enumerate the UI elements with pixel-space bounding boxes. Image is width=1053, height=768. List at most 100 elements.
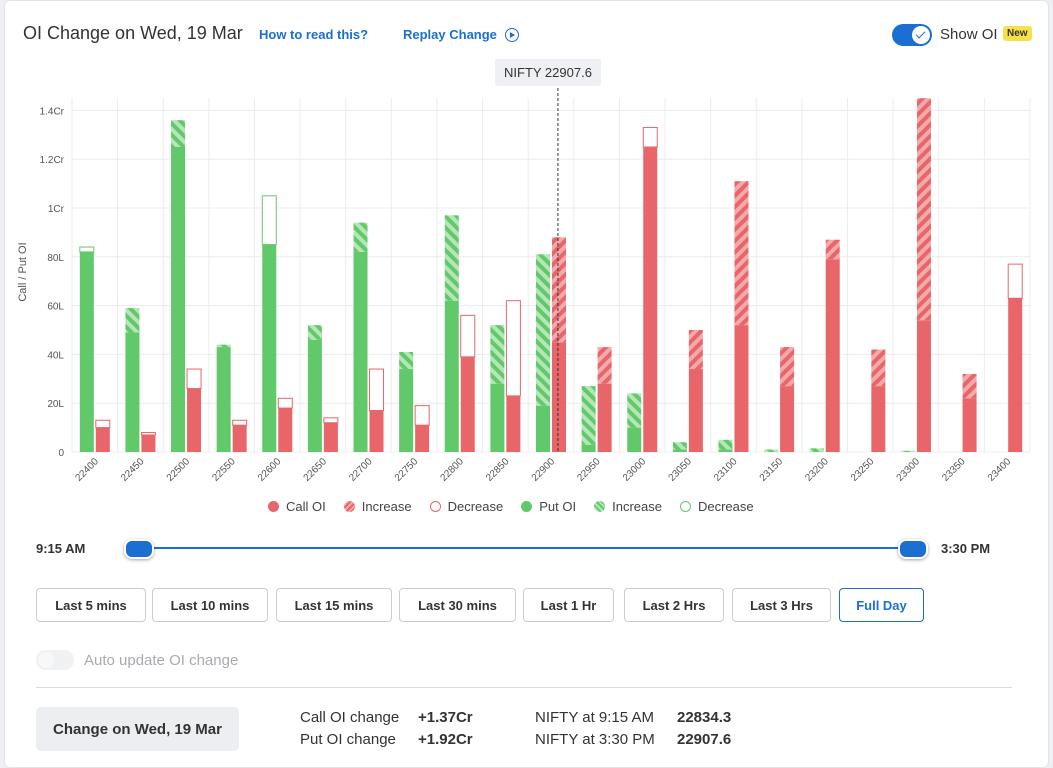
legend-swatch-icon — [268, 501, 279, 512]
legend-item-call-outline[interactable]: Decrease — [429, 499, 503, 514]
call-oi-decrease-bar — [95, 419, 111, 429]
legend-item-put-hatch[interactable]: Increase — [594, 499, 662, 514]
legend-label: Increase — [361, 499, 412, 514]
call-oi-decrease-bar — [277, 397, 293, 409]
show-oi-toggle[interactable] — [892, 24, 932, 46]
time-slider-track[interactable] — [136, 547, 912, 549]
range-button[interactable]: Last 10 mins — [152, 588, 268, 622]
put-oi-bar — [353, 251, 368, 452]
chart-grid — [71, 98, 1031, 453]
x-tick-label: 22700 — [347, 456, 375, 484]
put-oi-change-label: Put OI change — [300, 731, 396, 748]
put-oi-bar — [171, 147, 186, 452]
x-tick-label: 23250 — [849, 456, 877, 484]
chart-legend: Call OI Increase Decrease Put OI Increase Dec… — [268, 499, 772, 514]
divider — [36, 687, 1012, 688]
range-button[interactable]: Last 15 mins — [276, 588, 392, 622]
replay-change-label: Replay Change — [403, 27, 497, 42]
legend-swatch-icon — [594, 501, 606, 512]
put-oi-bar — [718, 449, 733, 452]
put-oi-decrease-bar — [79, 246, 95, 253]
legend-item-call-solid[interactable]: Call OI — [268, 499, 326, 514]
slider-start-handle[interactable] — [124, 539, 154, 559]
legend-item-put-outline[interactable]: Decrease — [679, 499, 754, 514]
put-oi-increase-bar — [900, 450, 915, 452]
y-tick-label: 1.2Cr — [40, 155, 65, 166]
call-oi-increase-bar — [688, 330, 703, 370]
call-oi-bar — [688, 369, 703, 452]
replay-change-link[interactable]: Replay Change — [403, 27, 519, 42]
put-oi-increase-bar — [627, 393, 642, 428]
x-tick-label: 22800 — [438, 456, 466, 484]
call-oi-increase-bar — [552, 237, 566, 343]
range-button[interactable]: Last 5 mins — [36, 588, 146, 622]
call-oi-increase-bar — [962, 373, 977, 399]
call-oi-bar — [278, 408, 293, 452]
put-oi-increase-bar — [171, 120, 186, 147]
put-oi-bar — [262, 244, 277, 452]
put-oi-bar — [216, 347, 231, 452]
how-to-read-link[interactable]: How to read this? — [259, 27, 369, 42]
x-tick-label: 22650 — [302, 456, 330, 484]
put-oi-increase-bar — [718, 439, 733, 450]
legend-label: Call OI — [286, 499, 326, 514]
put-oi-bar — [444, 300, 459, 452]
x-tick-label: 22750 — [393, 456, 421, 484]
call-oi-decrease-bar — [460, 314, 476, 358]
put-oi-increase-bar — [353, 222, 368, 252]
call-oi-bar — [643, 147, 658, 452]
put-oi-bar — [125, 332, 140, 452]
y-tick-label: 60L — [47, 302, 64, 313]
new-badge: New — [1003, 26, 1032, 41]
x-tick-label: 23050 — [667, 456, 695, 484]
call-oi-bar — [871, 386, 886, 452]
nifty-open-label: NIFTY at 9:15 AM — [535, 709, 654, 726]
put-oi-increase-bar — [216, 344, 231, 348]
call-oi-change-value: +1.37Cr — [418, 709, 473, 726]
put-oi-increase-bar — [672, 442, 687, 450]
call-oi-decrease-bar — [505, 300, 521, 397]
x-tick-label: 22950 — [575, 456, 603, 484]
call-oi-bar — [187, 388, 202, 452]
nifty-close-value: 22907.6 — [677, 731, 732, 748]
x-tick-label: 23150 — [758, 456, 786, 484]
range-button[interactable]: Last 1 Hr — [523, 588, 614, 622]
legend-swatch-icon — [679, 501, 691, 512]
call-oi-decrease-bar — [232, 419, 248, 426]
call-oi-increase-bar — [871, 349, 886, 387]
slider-start-label: 9:15 AM — [36, 541, 86, 556]
x-tick-label: 23000 — [621, 456, 649, 484]
x-tick-label: 22550 — [210, 456, 238, 484]
call-oi-bar — [95, 427, 110, 452]
x-tick-label: 22500 — [165, 456, 193, 484]
auto-update-label: Auto update OI change — [84, 652, 239, 669]
put-oi-increase-bar — [490, 325, 505, 384]
range-button[interactable]: Last 30 mins — [399, 588, 516, 622]
call-oi-increase-bar — [916, 98, 931, 321]
play-circle-icon — [504, 28, 519, 42]
auto-update-toggle[interactable] — [36, 650, 74, 670]
nifty-close-label: NIFTY at 3:30 PM — [535, 731, 655, 748]
x-tick-label: 23350 — [940, 456, 968, 484]
change-on-date-button[interactable]: Change on Wed, 19 Mar — [36, 707, 239, 751]
call-oi-bar — [825, 259, 840, 452]
range-button[interactable]: Full Day — [839, 588, 924, 622]
legend-label: Decrease — [697, 499, 754, 514]
x-tick-label: 22400 — [73, 456, 101, 484]
page-title: OI Change on Wed, 19 Mar — [23, 23, 243, 43]
call-oi-bar — [962, 398, 977, 452]
legend-item-call-hatch[interactable]: Increase — [343, 499, 412, 514]
y-tick-label: 1.4Cr — [40, 106, 65, 117]
y-axis-title: Call / Put OI — [17, 242, 29, 301]
put-oi-bar — [581, 444, 596, 452]
legend-item-put-solid[interactable]: Put OI — [521, 499, 576, 514]
slider-end-handle[interactable] — [898, 539, 928, 559]
put-oi-increase-bar — [307, 325, 322, 340]
call-oi-decrease-bar — [323, 417, 339, 424]
range-button[interactable]: Last 3 Hrs — [732, 588, 831, 622]
check-icon — [912, 26, 930, 44]
call-oi-decrease-bar — [1007, 263, 1023, 299]
range-button[interactable]: Last 2 Hrs — [624, 588, 724, 622]
slider-end-label: 3:30 PM — [941, 541, 991, 556]
show-oi-label: Show OI — [940, 26, 998, 43]
